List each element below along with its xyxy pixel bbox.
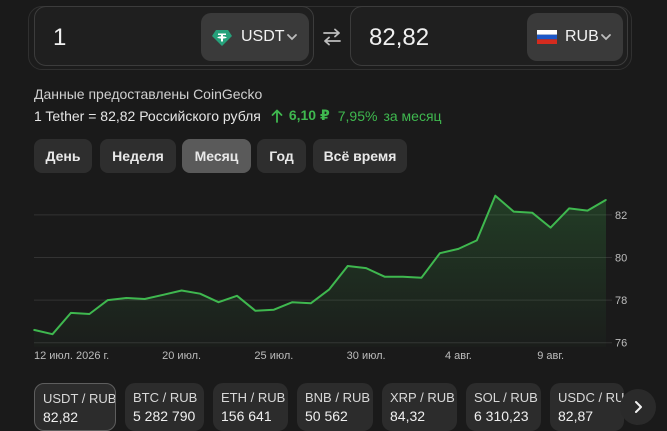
data-point [586,209,589,212]
data-point [328,288,331,291]
data-point [512,210,515,213]
series-area [34,195,606,347]
data-point [365,267,367,269]
pair-card-eth-rub[interactable]: ETH / RUB 156 641 [213,383,288,431]
pair-value: 156 641 [221,408,272,424]
pair-card-usdt-rub[interactable]: USDT / RUB 82,82 [34,383,116,431]
change-period: за месяц [383,107,442,124]
data-point [420,276,423,279]
pair-card-btc-rub[interactable]: BTC / RUB 5 282 790 [125,383,204,431]
data-point [254,309,257,312]
x-tick-label: 9 авг. [537,350,564,362]
data-point [605,199,607,201]
y-tick-label: 76 [615,338,627,350]
rate-text: 1 Tether = 82,82 Российского рубля [34,107,261,124]
data-point [476,239,478,242]
data-point [549,226,552,229]
y-tick-label: 80 [615,252,627,264]
period-all-time-button[interactable]: Всё время [313,139,407,173]
data-point [51,333,54,336]
change-percent: 7,95% [337,107,378,124]
pair-name: USDT / RUB [43,391,116,406]
x-tick-label: 30 июл. [347,350,386,362]
data-point [402,275,404,278]
data-point [494,194,497,197]
x-tick-label: 12 июл. 2026 г. [34,350,109,362]
pair-name: USDC / RUB [558,390,624,405]
chevron-down-icon [601,34,611,41]
to-amount-field[interactable]: 82,82 RUB [350,6,628,66]
pair-value: 6 310,23 [474,408,529,424]
from-amount-field[interactable]: 1 USDT [34,6,314,66]
pair-name: ETH / RUB [221,390,286,405]
series-line [33,194,607,336]
period-year-button[interactable]: Год [257,139,306,173]
currency-pairs-list: USDT / RUB 82,82 BTC / RUB 5 282 790 ETH… [34,383,667,431]
pair-value: 5 282 790 [133,408,196,424]
pair-card-bnb-rub[interactable]: BNB / RUB 50 562 [297,383,373,431]
chevron-right-icon [635,401,642,413]
data-point [162,293,164,296]
pair-card-xrp-rub[interactable]: XRP / RUB 84,32 [382,383,457,431]
period-month-button[interactable]: Месяц [182,139,251,173]
pair-card-usdc-rub[interactable]: USDC / RUB 82,87 [550,383,624,431]
chevron-down-icon [287,34,297,41]
pair-value: 84,32 [390,408,426,424]
arrow-up-icon [271,109,283,123]
y-tick-label: 82 [615,210,627,222]
pair-name: BTC / RUB [133,390,198,405]
from-amount-input[interactable]: 1 [53,24,67,51]
tether-icon [212,30,232,46]
change-absolute: 6,10 ₽ [288,107,330,123]
data-source-text: Данные предоставлены CoinGecko [34,86,263,102]
data-point [88,313,91,315]
pair-value: 50 562 [305,408,348,424]
data-point [107,299,109,301]
data-point [217,301,220,304]
data-point [125,297,128,299]
data-point [236,295,238,297]
exchange-rate-line: 1 Tether = 82,82 Российского рубля 6,10 … [34,107,442,124]
data-point [180,289,183,292]
x-tick-label: 4 авг. [445,350,472,362]
pair-value: 82,87 [558,408,594,424]
period-week-button[interactable]: Неделя [100,139,176,173]
from-currency-select[interactable]: USDT [201,13,309,61]
data-point [291,301,294,304]
to-currency-select[interactable]: RUB [527,13,623,61]
rate-chart-svg: 76 78 80 82 12 июл. 2026 г. 20 июл. 25 июл. 30 … [33,194,627,362]
data-point [383,275,386,278]
data-point [568,207,570,210]
data-point [199,292,201,295]
pair-name: BNB / RUB [305,390,371,405]
swap-arrows-icon[interactable] [321,28,343,46]
data-point [346,265,349,267]
data-point [531,211,533,214]
to-amount-input[interactable]: 82,82 [369,24,430,51]
x-tick-label: 25 июл. [254,350,293,362]
data-point [33,329,35,331]
y-tick-label: 78 [615,295,627,307]
pair-name: XRP / RUB [390,390,455,405]
data-point [457,248,460,250]
rate-chart[interactable]: 76 78 80 82 12 июл. 2026 г. 20 июл. 25 июл. 30 … [0,185,667,365]
pair-card-sol-rub[interactable]: SOL / RUB 6 310,23 [466,383,541,431]
from-currency-code: USDT [241,28,285,45]
to-currency-code: RUB [565,28,599,45]
x-tick-label: 20 июл. [162,350,201,362]
pair-value: 82,82 [43,409,79,425]
pair-name: SOL / RUB [474,390,538,405]
data-point [273,308,275,311]
period-day-button[interactable]: День [34,139,92,173]
data-point [309,302,312,305]
data-point [143,298,146,300]
russia-flag-icon [537,30,557,44]
pairs-next-button[interactable] [620,389,656,425]
data-point [439,252,441,255]
data-point [70,312,72,314]
